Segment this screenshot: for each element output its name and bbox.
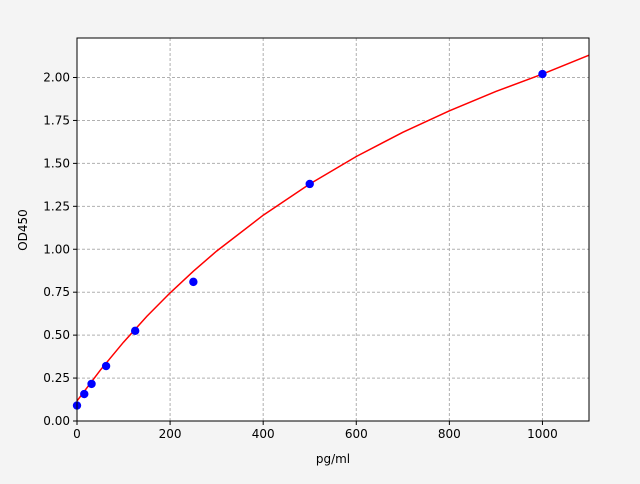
data-point xyxy=(130,326,140,336)
y-tick-label: 1.75 xyxy=(43,113,70,127)
y-ticks: 0.00 0.25 0.50 0.75 1.00 1.25 1.50 1.75 2.00 xyxy=(43,71,77,428)
y-tick-label: 1.50 xyxy=(43,156,70,170)
data-point xyxy=(101,361,111,371)
x-tick-label: 600 xyxy=(345,427,368,441)
plot-frame xyxy=(76,37,590,422)
y-tick-label: 0.00 xyxy=(43,414,70,428)
y-tick-label: 0.75 xyxy=(43,285,70,299)
data-point xyxy=(189,277,198,287)
x-ticks: 0 200 400 600 800 1000 xyxy=(73,421,558,441)
data-point xyxy=(538,69,547,79)
fit-curve-group xyxy=(76,54,590,402)
x-tick-label: 400 xyxy=(252,427,275,441)
y-tick-label: 0.50 xyxy=(43,328,70,342)
x-tick-label: 800 xyxy=(438,427,461,441)
y-axis-label: OD450 xyxy=(16,209,30,251)
y-tick-label: 1.00 xyxy=(43,242,70,256)
x-tick-label: 0 xyxy=(73,427,81,441)
x-tick-label: 200 xyxy=(159,427,182,441)
data-point xyxy=(305,179,314,189)
data-point xyxy=(80,389,89,399)
y-tick-label: 2.00 xyxy=(43,71,70,85)
y-tick-label: 1.25 xyxy=(43,199,70,213)
x-tick-label: 1000 xyxy=(527,427,558,441)
points-group xyxy=(72,69,547,410)
data-point xyxy=(87,379,96,389)
fit-curve-line xyxy=(76,54,590,402)
plot-area xyxy=(77,38,589,421)
x-axis-label: pg/ml xyxy=(316,452,350,466)
y-tick-label: 0.25 xyxy=(43,371,70,385)
